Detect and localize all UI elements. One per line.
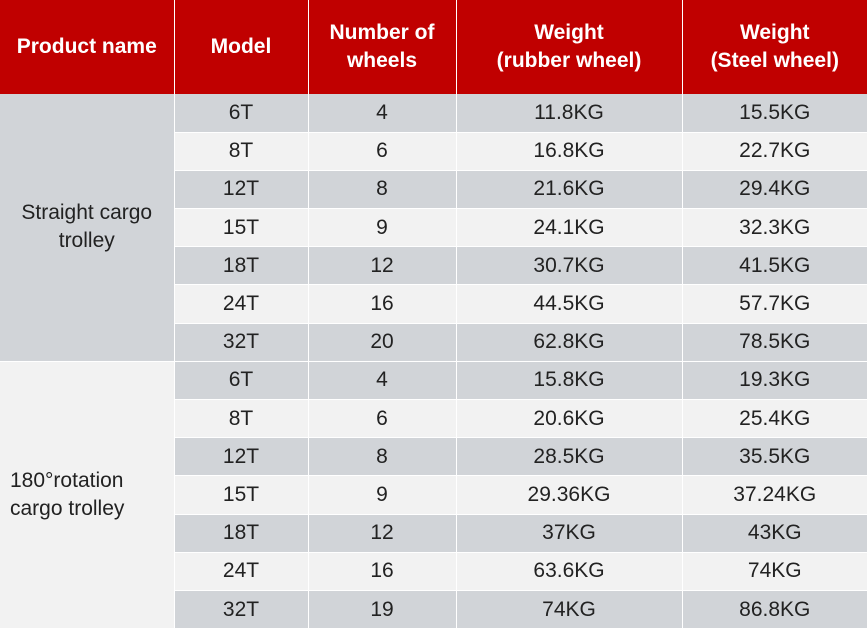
steel-weight-cell: 74KG xyxy=(682,552,867,591)
steel-weight-cell: 15.5KG xyxy=(682,94,867,133)
wheels-cell: 4 xyxy=(308,361,457,401)
rubber-weight-cell: 74KG xyxy=(456,590,683,629)
rubber-weight-cell: 11.8KG xyxy=(456,94,683,133)
table-body: Straight cargo trolley 6T 4 11.8KG 15.5KG 8T 6 1… xyxy=(0,94,867,629)
table-row: 12T 8 28.5KG 35.5KG xyxy=(0,437,867,477)
header-product-name: Product name xyxy=(0,0,175,94)
model-cell: 32T xyxy=(174,323,309,362)
model-cell: 8T xyxy=(174,399,309,439)
model-cell: 18T xyxy=(174,246,309,286)
steel-weight-cell: 78.5KG xyxy=(682,323,867,362)
rubber-weight-cell: 15.8KG xyxy=(456,361,683,401)
rubber-weight-cell: 16.8KG xyxy=(456,132,683,171)
table-header: Product name Model Number of wheels Weig… xyxy=(0,0,867,94)
header-model: Model xyxy=(174,0,309,94)
table-row: 180°rotation cargo trolley 6T 4 15.8KG 19.3KG xyxy=(0,361,867,629)
table-row: 15T 9 24.1KG 32.3KG xyxy=(0,208,867,248)
steel-weight-cell: 43KG xyxy=(682,514,867,553)
wheels-cell: 16 xyxy=(308,284,457,324)
table-row: 18T 12 30.7KG 41.5KG xyxy=(0,246,867,286)
table-row: 24T 16 63.6KG 74KG xyxy=(0,552,867,591)
model-cell: 12T xyxy=(174,437,309,477)
steel-weight-cell: 22.7KG xyxy=(682,132,867,171)
model-cell: 12T xyxy=(174,170,309,210)
product-name-line: trolley xyxy=(58,229,115,253)
rubber-weight-cell: 44.5KG xyxy=(456,284,683,324)
product-name-line: cargo trolley xyxy=(10,496,125,520)
table-row: 18T 12 37KG 43KG xyxy=(0,514,867,553)
model-cell: 18T xyxy=(174,514,309,553)
table-row: Straight cargo trolley 6T 4 11.8KG 15.5KG xyxy=(0,94,867,362)
model-cell: 15T xyxy=(174,208,309,248)
model-cell: 8T xyxy=(174,132,309,171)
wheels-cell: 20 xyxy=(308,323,457,362)
steel-weight-cell: 35.5KG xyxy=(682,437,867,477)
rubber-weight-cell: 28.5KG xyxy=(456,437,683,477)
product-name-cell: Straight cargo trolley xyxy=(0,94,175,362)
steel-weight-cell: 41.5KG xyxy=(682,246,867,286)
table-row: 24T 16 44.5KG 57.7KG xyxy=(0,284,867,324)
rubber-weight-cell: 20.6KG xyxy=(456,399,683,439)
steel-weight-cell: 29.4KG xyxy=(682,170,867,210)
model-cell: 24T xyxy=(174,552,309,591)
wheels-cell: 6 xyxy=(308,399,457,439)
wheels-cell: 16 xyxy=(308,552,457,591)
rubber-weight-cell: 62.8KG xyxy=(456,323,683,362)
product-name-line: 180°rotation xyxy=(10,468,124,492)
header-row: Product name Model Number of wheels Weig… xyxy=(0,0,867,94)
model-cell: 32T xyxy=(174,590,309,629)
steel-weight-cell: 86.8KG xyxy=(682,590,867,629)
product-name-cell: 180°rotation cargo trolley xyxy=(0,361,175,629)
wheels-cell: 4 xyxy=(308,94,457,133)
rubber-weight-cell: 29.36KG xyxy=(456,475,683,515)
rubber-weight-cell: 63.6KG xyxy=(456,552,683,591)
wheels-cell: 19 xyxy=(308,590,457,629)
wheels-cell: 9 xyxy=(308,475,457,515)
table-row: 8T 6 16.8KG 22.7KG xyxy=(0,132,867,171)
steel-weight-cell: 32.3KG xyxy=(682,208,867,248)
wheels-cell: 9 xyxy=(308,208,457,248)
rubber-weight-cell: 30.7KG xyxy=(456,246,683,286)
header-weight-steel-wheel: Weight (Steel wheel) xyxy=(682,0,867,94)
table-row: 12T 8 21.6KG 29.4KG xyxy=(0,170,867,210)
wheels-cell: 12 xyxy=(308,514,457,553)
table-row: 32T 20 62.8KG 78.5KG xyxy=(0,323,867,362)
table-row: 15T 9 29.36KG 37.24KG xyxy=(0,475,867,515)
rubber-weight-cell: 37KG xyxy=(456,514,683,553)
steel-weight-cell: 25.4KG xyxy=(682,399,867,439)
model-cell: 15T xyxy=(174,475,309,515)
wheels-cell: 8 xyxy=(308,437,457,477)
header-number-of-wheels: Number of wheels xyxy=(308,0,457,94)
wheels-cell: 12 xyxy=(308,246,457,286)
rubber-weight-cell: 24.1KG xyxy=(456,208,683,248)
steel-weight-cell: 19.3KG xyxy=(682,361,867,401)
product-name-line: Straight cargo xyxy=(21,201,153,225)
wheels-cell: 8 xyxy=(308,170,457,210)
rubber-weight-cell: 21.6KG xyxy=(456,170,683,210)
table-row: 32T 19 74KG 86.8KG xyxy=(0,590,867,629)
wheels-cell: 6 xyxy=(308,132,457,171)
steel-weight-cell: 37.24KG xyxy=(682,475,867,515)
header-weight-rubber-wheel: Weight (rubber wheel) xyxy=(456,0,683,94)
table-row: 8T 6 20.6KG 25.4KG xyxy=(0,399,867,439)
model-cell: 6T xyxy=(174,361,309,401)
steel-weight-cell: 57.7KG xyxy=(682,284,867,324)
model-cell: 6T xyxy=(174,94,309,133)
model-cell: 24T xyxy=(174,284,309,324)
